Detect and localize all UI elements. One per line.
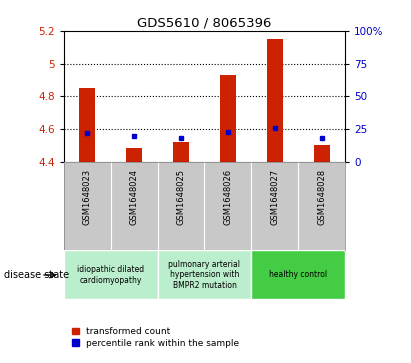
Text: GSM1648023: GSM1648023 — [83, 169, 92, 225]
Bar — [220, 75, 236, 162]
Legend: transformed count, percentile rank within the sample: transformed count, percentile rank withi… — [68, 323, 243, 351]
Text: pulmonary arterial
hypertension with
BMPR2 mutation: pulmonary arterial hypertension with BMP… — [169, 260, 240, 290]
Bar — [252, 250, 345, 299]
Text: idiopathic dilated
cardiomyopathy: idiopathic dilated cardiomyopathy — [77, 265, 144, 285]
Title: GDS5610 / 8065396: GDS5610 / 8065396 — [137, 17, 272, 30]
Bar — [64, 250, 157, 299]
Bar — [267, 39, 283, 162]
Text: GSM1648028: GSM1648028 — [317, 169, 326, 225]
Bar — [157, 250, 252, 299]
Text: GSM1648025: GSM1648025 — [176, 169, 185, 225]
Bar — [314, 145, 330, 162]
Text: GSM1648027: GSM1648027 — [270, 169, 279, 225]
Bar — [173, 142, 189, 162]
Text: GSM1648026: GSM1648026 — [224, 169, 233, 225]
Text: disease state: disease state — [4, 270, 69, 280]
Bar — [79, 88, 95, 162]
Bar — [126, 148, 142, 162]
Text: healthy control: healthy control — [269, 270, 328, 280]
Text: GSM1648024: GSM1648024 — [129, 169, 139, 225]
